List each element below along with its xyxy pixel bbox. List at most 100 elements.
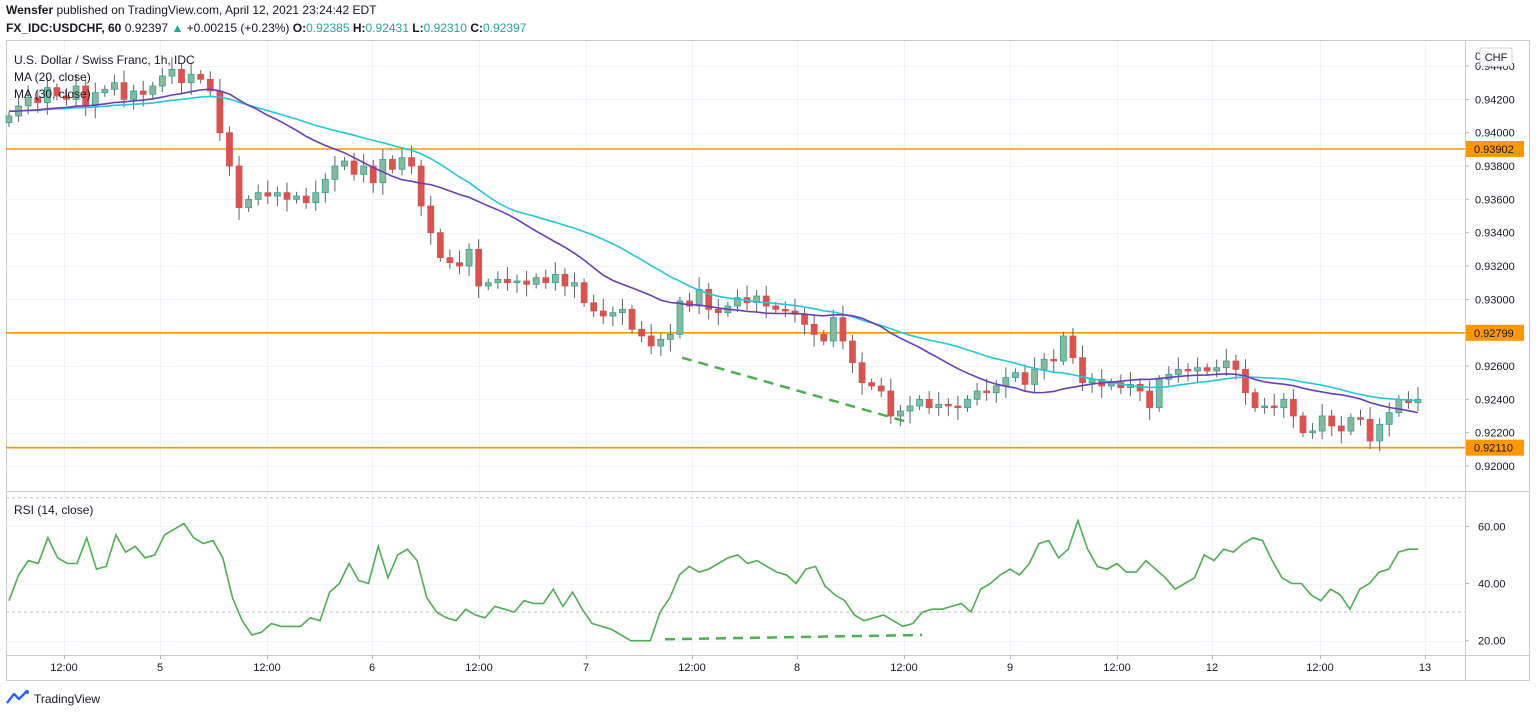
candle [944,398,952,417]
candle [1376,418,1384,452]
candle [810,314,818,347]
rsi-axis[interactable]: 60.00 40.00 20.00 [1465,521,1506,648]
candle [398,149,406,176]
price-trend-line[interactable] [681,356,911,424]
rsi-tick-label: 60.00 [1478,521,1506,533]
candle [1127,372,1134,396]
candle [1280,393,1288,418]
publish-line: Wensfer published on TradingView.com, Ap… [6,3,376,17]
candle [24,85,32,115]
candle [571,272,578,299]
candle [638,321,645,343]
candle [1242,359,1249,405]
horizontal-levels[interactable] [6,148,1465,449]
candle [72,73,80,108]
candle [1184,363,1192,382]
high-label: H: [352,21,366,35]
candle [954,395,962,420]
candle [149,81,157,99]
time-tick-label: 12:00 [1103,662,1131,674]
candle [130,84,137,110]
candle [91,82,99,119]
candle [1040,353,1048,380]
rsi-trend-line[interactable] [664,633,923,641]
candle [504,267,511,291]
time-tick-label: 8 [794,662,800,674]
price-tick-label: 0.93200 [1475,261,1515,273]
candle [561,268,569,297]
candle [666,324,674,352]
candle [714,299,722,325]
candle [609,306,617,327]
candle [1050,349,1058,374]
candle [456,250,463,275]
time-tick-label: 12:00 [890,662,918,674]
candle [321,173,329,203]
candle [293,191,300,204]
candle [523,270,530,297]
candle [302,187,310,209]
candle [734,289,741,313]
candle [1012,368,1019,382]
candle [695,277,703,315]
level-badge [1466,324,1524,341]
level-label: 0.92799 [1474,328,1514,340]
last-price: 0.92397 [124,21,169,35]
time-axis[interactable]: 12:00 5 12:00 6 12:00 7 12:00 8 12:00 9 12:00 12 12:… [50,655,1431,674]
candle [657,333,665,357]
candles [5,57,1422,452]
time-tick-label: 12:00 [1306,662,1334,674]
candle [63,87,70,106]
candle [532,273,540,289]
rsi-tick-label: 40.00 [1478,579,1506,591]
publisher-name: Wensfer [6,3,54,17]
close-value: 0.92397 [482,21,527,35]
price-tick-label: 0.93600 [1475,194,1515,206]
time-tick-label: 12:00 [465,662,493,674]
open-label: O: [292,21,307,35]
candle [1194,357,1201,384]
candle [858,352,866,395]
ma20-line [8,88,1419,414]
candle [389,155,396,174]
candle [1309,422,1316,439]
candle [705,283,713,320]
legend-ma30: MA (30, close) [14,87,91,101]
candle [599,298,607,325]
candle [216,78,224,141]
candle [475,239,483,299]
price-tick-label: 0.92000 [1475,461,1515,473]
candle [15,97,22,123]
symbol-label: FX_IDC:USDCHF, 60 [6,21,122,35]
candle [1290,389,1297,429]
candle [331,155,339,192]
candle [628,305,636,334]
candle [1328,409,1336,437]
candle [964,395,971,412]
candle [897,404,904,427]
time-tick-label: 5 [157,662,163,674]
rsi-tick-label: 20.00 [1478,636,1506,648]
low-value: 0.92310 [423,21,467,35]
published-text: published on TradingView.com, April 12, … [56,3,377,17]
candle [1395,395,1403,417]
candle [1107,378,1115,391]
level-label: 0.92110 [1474,443,1513,455]
candle [868,378,876,391]
level-badge [1466,439,1524,456]
rsi-grid [6,492,1465,655]
tradingview-logo-icon [6,690,30,707]
candle [887,378,895,425]
brand[interactable]: TradingView [6,690,100,707]
price-tick-label-top: 0 [1475,51,1481,63]
candle [983,378,991,401]
candle [446,249,454,269]
price-axis[interactable]: 0.944000.942000.940000.938000.936000.934… [1465,51,1515,473]
price-tick-label: 0.94200 [1475,94,1515,106]
currency-badge: CHF [1479,47,1513,67]
candle [111,74,118,96]
time-tick-label: 13 [1419,662,1431,674]
candle [1261,397,1269,414]
time-tick-label: 9 [1007,662,1013,674]
